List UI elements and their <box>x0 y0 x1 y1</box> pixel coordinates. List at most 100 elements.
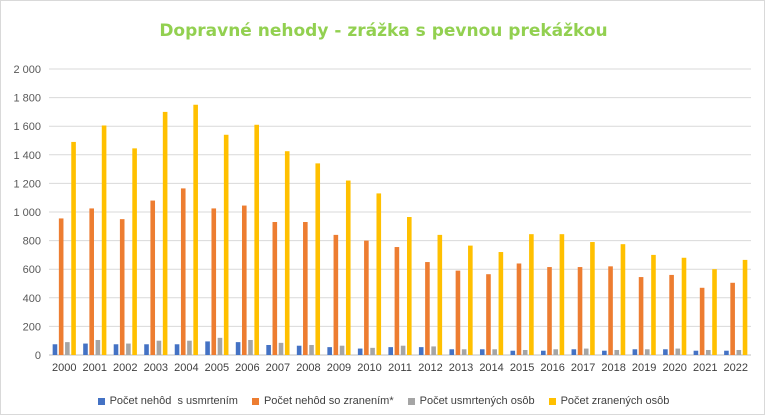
legend-swatch <box>548 397 556 405</box>
bar <box>437 234 443 355</box>
bar <box>590 242 595 355</box>
x-tick-label: 2006 <box>235 362 259 374</box>
legend-label: Počet usmrtených osôb <box>419 395 535 407</box>
bar <box>327 347 332 355</box>
bar <box>113 344 119 355</box>
bar <box>553 349 559 355</box>
bar <box>132 148 137 355</box>
bar <box>126 343 131 355</box>
bar <box>333 234 339 355</box>
bar <box>602 350 607 355</box>
legend-swatch <box>251 397 259 405</box>
legend-swatch <box>407 397 415 405</box>
bar <box>492 349 497 355</box>
bar <box>620 244 626 355</box>
y-tick-label: 1 800 <box>13 93 41 105</box>
bar <box>742 259 748 355</box>
x-tick-label: 2001 <box>83 362 107 374</box>
bar <box>364 240 369 355</box>
bar <box>58 218 64 355</box>
x-tick-label: 2000 <box>52 362 76 374</box>
x-tick-label: 2021 <box>693 362 717 374</box>
bar <box>150 200 156 355</box>
bar <box>272 222 278 355</box>
bar <box>357 348 363 355</box>
bar <box>266 344 271 355</box>
legend-label: Počet zranených osôb <box>560 395 670 407</box>
legend-item: Počet zranených osôb <box>548 395 670 407</box>
bar <box>577 267 583 355</box>
y-tick-label: 800 <box>23 236 41 248</box>
x-tick-label: 2009 <box>327 362 351 374</box>
bar <box>706 349 711 355</box>
bar <box>52 344 58 355</box>
bar <box>235 342 241 355</box>
bar <box>730 282 735 355</box>
bar <box>571 349 577 355</box>
x-tick-label: 2016 <box>540 362 564 374</box>
bar <box>614 349 620 355</box>
bar <box>644 349 650 355</box>
x-tick-label: 2010 <box>357 362 381 374</box>
bar <box>712 269 717 355</box>
bar <box>418 347 424 355</box>
bar <box>211 208 217 355</box>
bar <box>522 349 528 355</box>
bar <box>583 348 589 355</box>
bar <box>461 349 467 355</box>
bar <box>174 344 180 355</box>
x-tick-label: 2022 <box>723 362 747 374</box>
y-tick-label: 1 000 <box>13 207 41 219</box>
legend-item: Počet nehôd s usmrtením <box>97 395 238 407</box>
bar <box>284 151 290 355</box>
bar <box>339 345 345 355</box>
bar <box>241 205 247 355</box>
x-tick-label: 2015 <box>510 362 534 374</box>
bar <box>303 222 308 355</box>
bar <box>431 346 436 355</box>
bar <box>278 342 284 355</box>
x-tick-label: 2019 <box>632 362 656 374</box>
x-tick-label: 2013 <box>449 362 473 374</box>
bar <box>407 217 412 355</box>
legend-item: Počet nehôd so zranením* <box>251 395 394 407</box>
bar <box>425 262 430 355</box>
bar <box>315 163 321 355</box>
bar <box>559 234 565 355</box>
bar <box>144 344 149 355</box>
bar <box>156 340 162 355</box>
bar <box>296 345 302 355</box>
x-tick-label: 2012 <box>418 362 442 374</box>
bar <box>468 245 473 355</box>
x-tick-label: 2008 <box>296 362 320 374</box>
bar <box>541 350 546 355</box>
bar <box>724 350 729 355</box>
bar <box>162 111 168 356</box>
y-tick-label: 1 400 <box>13 150 41 162</box>
bar <box>608 266 613 355</box>
bar <box>309 344 314 355</box>
legend-label: Počet nehôd s usmrtením <box>109 395 238 407</box>
bar <box>187 340 192 355</box>
bar <box>65 342 70 355</box>
bar <box>83 343 88 355</box>
bar <box>638 277 644 355</box>
bar <box>101 125 107 355</box>
y-tick-label: 1 200 <box>13 178 41 190</box>
x-tick-label: 2003 <box>144 362 168 374</box>
bar <box>455 270 461 355</box>
x-tick-label: 2011 <box>388 362 412 374</box>
x-tick-label: 2014 <box>479 362 503 374</box>
legend-label: Počet nehôd so zranením* <box>263 395 394 407</box>
bar <box>498 252 504 355</box>
legend: Počet nehôd s usmrtením Počet nehôd so zr… <box>1 395 765 407</box>
bar <box>345 180 351 355</box>
legend-item: Počet usmrtených osôb <box>407 395 535 407</box>
y-tick-label: 400 <box>23 293 41 305</box>
y-tick-label: 2 000 <box>13 64 41 76</box>
y-tick-label: 600 <box>23 264 41 276</box>
bar <box>119 219 125 355</box>
chart-title: Dopravné nehody - zrážka s pevnou prekáž… <box>159 21 608 41</box>
x-tick-label: 2007 <box>266 362 290 374</box>
